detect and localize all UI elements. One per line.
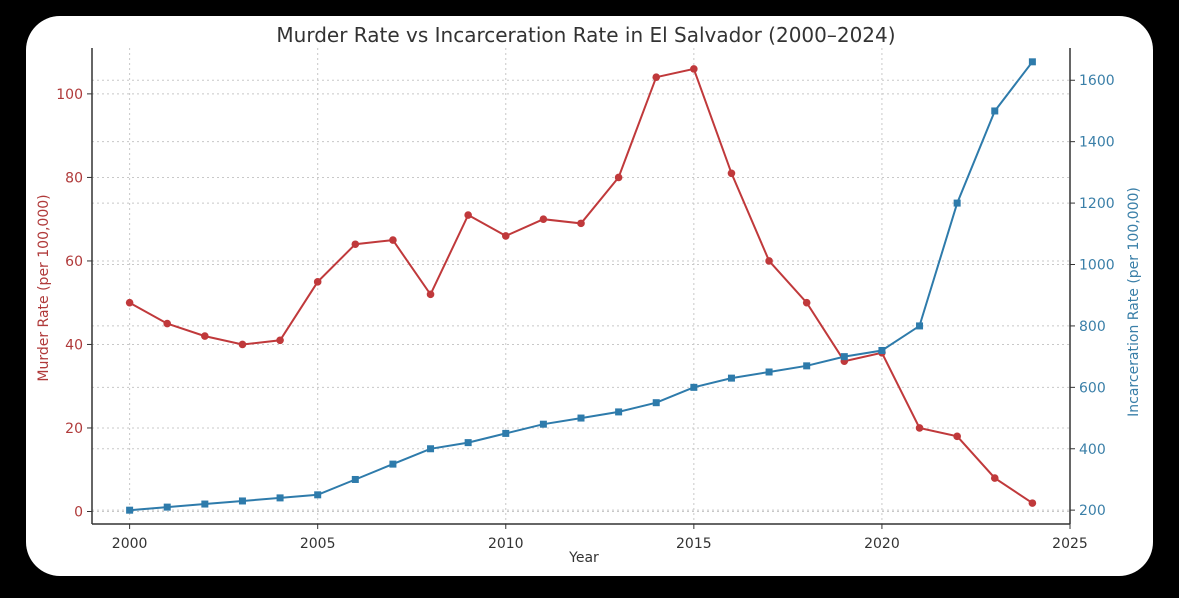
incarceration-rate-point [351,475,359,483]
left-tick-label: 60 [65,254,83,270]
x-tick-label: 2010 [488,536,524,552]
murder-rate-point [953,432,961,441]
murder-rate-point [238,340,247,349]
incarceration-rate-point [238,497,246,505]
grid-lines [92,48,1071,524]
incarceration-rate-point [126,506,134,514]
murder-rate-point [389,236,397,244]
x-tick-label: 2020 [864,536,900,552]
axes [91,48,1071,525]
incarceration-rate-point [878,346,886,354]
right-tick-label: 1000 [1079,258,1115,274]
right-tick-label: 1600 [1079,73,1115,89]
left-axis-label: Murder Rate (per 100,000) [36,194,52,381]
murder-rate-point [614,173,623,182]
incarceration-rate-line [129,61,1034,512]
incarceration-rate-point [840,353,848,361]
murder-rate-point [727,169,736,178]
murder-rate-point [765,257,773,265]
data-series [125,58,1037,514]
incarceration-rate-point [1028,58,1036,66]
incarceration-rate-point [201,500,209,508]
left-tick-label: 40 [65,337,83,353]
murder-rate-point [125,298,134,307]
murder-rate-point [539,215,548,223]
incarceration-rate-point [314,491,322,499]
left-tick-label: 20 [65,421,83,437]
incarceration-rate-point [991,107,999,115]
right-tick-label: 600 [1079,380,1106,396]
murder-rate-point [351,240,360,249]
incarceration-rate-point [539,420,547,428]
incarceration-rate-point [615,408,623,416]
x-axis-label: Year [568,550,599,566]
incarceration-rate-point [502,429,510,437]
incarceration-rate-point [427,445,435,453]
incarceration-rate-point [690,383,698,391]
murder-rate-point [313,278,322,286]
incarceration-rate-point [765,368,773,376]
incarceration-rate-point [577,414,585,422]
chart-title: Murder Rate vs Incarceration Rate in El … [276,23,895,47]
murder-rate-point [915,424,924,432]
incarceration-rate-point [916,322,924,330]
tick-marks-and-labels: 2000 2005 2010 2015 2020 2025 0 20 40 60 80 100 200 4… [56,73,1114,552]
incarceration-rate-point [652,399,660,407]
left-tick-label: 80 [65,170,83,186]
x-tick-label: 2005 [300,536,336,552]
murder-rate-point [163,319,172,328]
incarceration-rate-point [163,503,171,511]
right-axis-label: Incarceration Rate (per 100,000) [1126,187,1142,417]
x-tick-label: 2000 [112,536,148,552]
murder-rate-point [577,219,585,228]
chart-card: Murder Rate vs Incarceration Rate in El … [26,16,1153,576]
x-tick-label: 2015 [676,536,712,552]
murder-rate-point [990,474,999,482]
right-tick-label: 400 [1079,442,1106,458]
murder-rate-point [501,232,510,240]
right-tick-label: 200 [1079,503,1106,519]
dual-axis-line-chart: Murder Rate vs Incarceration Rate in El … [36,23,1142,566]
murder-rate-point [464,211,472,219]
murder-rate-point [426,290,435,299]
murder-rate-point [201,332,209,340]
murder-rate-point [690,65,698,73]
murder-rate-line [129,67,1033,504]
right-tick-label: 1400 [1079,135,1115,151]
right-tick-label: 800 [1079,319,1106,335]
left-tick-label: 0 [74,504,83,520]
x-tick-label: 2025 [1052,536,1088,552]
right-tick-label: 1200 [1079,196,1115,212]
incarceration-rate-point [276,494,284,502]
murder-rate-point [802,298,811,307]
murder-rate-point [652,73,661,82]
murder-rate-point [276,336,284,345]
murder-rate-point [1028,499,1037,507]
left-tick-label: 100 [56,87,83,103]
incarceration-rate-point [803,362,811,370]
incarceration-rate-point [727,374,735,382]
incarceration-rate-point [464,439,472,447]
incarceration-rate-point [389,460,397,468]
incarceration-rate-point [953,199,961,207]
